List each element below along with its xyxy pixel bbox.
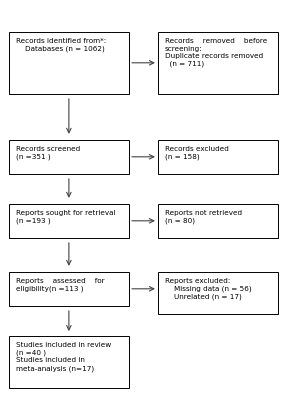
Text: Reports excluded:
    Missing data (n = 56)
    Unrelated (n = 17): Reports excluded: Missing data (n = 56) … — [165, 278, 252, 300]
Text: Records excluded
(n = 158): Records excluded (n = 158) — [165, 146, 229, 160]
Text: Reports not retrieved
(n = 80): Reports not retrieved (n = 80) — [165, 210, 242, 224]
Bar — [158, 272, 278, 314]
Bar — [158, 140, 278, 174]
Bar — [158, 204, 278, 238]
Bar — [9, 204, 129, 238]
Text: Records identified from*:
    Databases (n = 1062): Records identified from*: Databases (n =… — [16, 38, 106, 52]
Text: Records screened
(n =351 ): Records screened (n =351 ) — [16, 146, 80, 160]
Bar — [9, 272, 129, 306]
Text: Studies included in review
(n =40 )
Studies included in
meta-analysis (n=17): Studies included in review (n =40 ) Stud… — [16, 342, 111, 372]
Bar — [9, 140, 129, 174]
Text: Reports sought for retrieval
(n =193 ): Reports sought for retrieval (n =193 ) — [16, 210, 115, 224]
Text: Records    removed    before
screening:
Duplicate records removed
  (n = 711): Records removed before screening: Duplic… — [165, 38, 267, 67]
Bar — [158, 32, 278, 94]
Text: Reports    assessed    for
eligibility(n =113 ): Reports assessed for eligibility(n =113 … — [16, 278, 104, 292]
Bar — [9, 32, 129, 94]
Bar — [9, 336, 129, 388]
